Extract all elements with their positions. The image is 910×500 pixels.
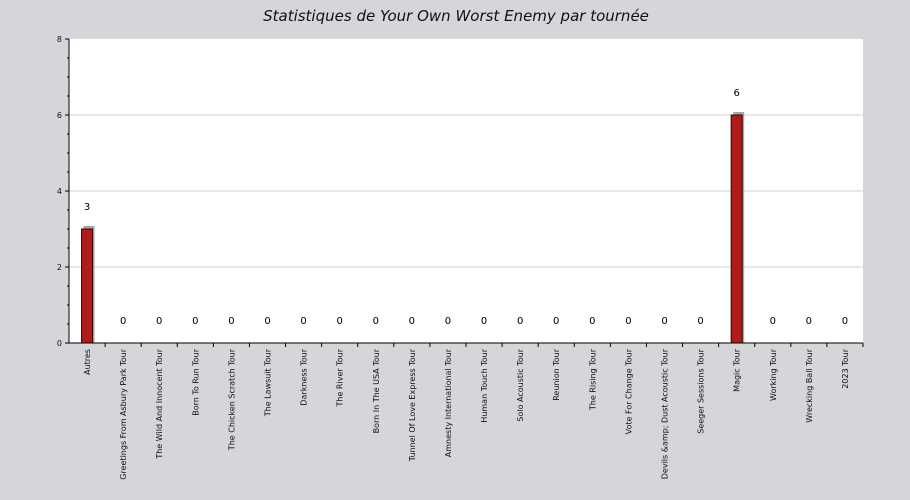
category-label: Working Tour	[769, 348, 778, 401]
axes: 0 2 4 6 8	[57, 35, 864, 348]
category-label: Born In The USA Tour	[372, 348, 381, 433]
data-label: 0	[228, 316, 234, 327]
data-label: 0	[120, 316, 126, 327]
y-tick-label: 6	[57, 111, 62, 120]
data-label: 0	[336, 316, 342, 327]
category-label: Darkness Tour	[300, 348, 309, 405]
bar	[81, 228, 94, 344]
data-label: 0	[697, 316, 703, 327]
category-label: Tunnel Of Love Express Tour	[408, 348, 417, 462]
data-label: 0	[156, 316, 162, 327]
data-label: 0	[842, 316, 848, 327]
y-tick-label: 8	[57, 35, 62, 44]
data-label: 0	[806, 316, 812, 327]
category-label: The Rising Tour	[588, 348, 597, 411]
data-label: 0	[192, 316, 198, 327]
data-label: 0	[373, 316, 379, 327]
category-label: Wrecking Ball Tour	[805, 348, 814, 422]
data-label: 6	[733, 88, 739, 99]
bar	[730, 114, 743, 344]
y-tick-label: 4	[57, 187, 62, 196]
labels: 3 Autres 0 Greetings From Asbury Park Tour 0…	[83, 88, 850, 480]
category-label: Magic Tour	[733, 348, 742, 392]
data-label: 0	[770, 316, 776, 327]
category-label: Seeger Sessions Tour	[697, 348, 706, 433]
data-label: 0	[481, 316, 487, 327]
y-tick-label: 0	[57, 339, 62, 348]
data-label: 0	[661, 316, 667, 327]
data-label: 0	[589, 316, 595, 327]
data-label: 0	[264, 316, 270, 327]
category-label: Devils &amp; Dust Acoustic Tour	[661, 348, 670, 479]
category-label: Vote For Change Tour	[624, 348, 633, 434]
grid-lines	[69, 114, 863, 268]
data-label: 0	[517, 316, 523, 327]
data-label: 0	[445, 316, 451, 327]
chart-title: Statistiques de Your Own Worst Enemy par…	[263, 7, 649, 25]
category-label: The Lawsuit Tour	[264, 348, 273, 417]
category-label: Human Touch Tour	[480, 348, 489, 422]
category-label: Reunion Tour	[552, 348, 561, 400]
category-label: 2023 Tour	[841, 348, 850, 388]
category-label: The River Tour	[336, 348, 345, 407]
data-label: 3	[84, 202, 90, 213]
data-label: 0	[409, 316, 415, 327]
data-label: 0	[625, 316, 631, 327]
category-label: Solo Acoustic Tour	[516, 348, 525, 421]
category-label: Born To Run Tour	[191, 348, 200, 415]
category-label: The Wild And Innocent Tour	[155, 348, 164, 459]
data-label: 0	[300, 316, 306, 327]
y-tick-label: 2	[57, 263, 62, 272]
category-label: Autres	[83, 349, 92, 375]
data-label: 0	[553, 316, 559, 327]
category-label: Greetings From Asbury Park Tour	[119, 348, 128, 479]
category-label: The Chicken Scratch Tour	[227, 348, 236, 451]
category-label: Amnesty International Tour	[444, 348, 453, 457]
